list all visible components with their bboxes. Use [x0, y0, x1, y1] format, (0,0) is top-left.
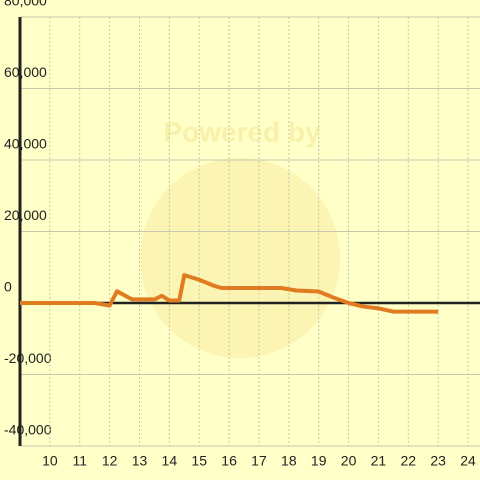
- x-tick-label: 21: [371, 453, 387, 469]
- x-tick-label: 24: [460, 453, 476, 469]
- y-tick-label: 60,000: [4, 64, 47, 80]
- x-tick-label: 10: [42, 453, 58, 469]
- x-tick-label: 22: [401, 453, 417, 469]
- y-tick-label: 40,000: [4, 136, 47, 152]
- y-tick-label: 20,000: [4, 207, 47, 223]
- series-line: [20, 273, 439, 314]
- x-tick-label: 14: [162, 453, 178, 469]
- y-tick-label: 0: [4, 279, 12, 295]
- watermark: Powered by: [140, 116, 340, 358]
- x-tick-label: 15: [191, 453, 207, 469]
- y-tick-label: 80,000: [4, 0, 47, 9]
- watermark-text: Powered by: [163, 116, 321, 147]
- x-tick-label: 23: [430, 453, 446, 469]
- x-tick-label: 13: [132, 453, 148, 469]
- y-tick-label: -20,000: [4, 350, 52, 366]
- watermark-logo: [140, 158, 340, 358]
- x-tick-label: 17: [251, 453, 267, 469]
- x-tick-label: 20: [341, 453, 357, 469]
- x-tick-label: 16: [221, 453, 237, 469]
- x-tick-label: 12: [102, 453, 118, 469]
- y-tick-label: -40,000: [4, 422, 52, 438]
- x-tick-label: 11: [72, 453, 87, 469]
- x-tick-label: 18: [281, 453, 297, 469]
- x-tick-label: 19: [311, 453, 327, 469]
